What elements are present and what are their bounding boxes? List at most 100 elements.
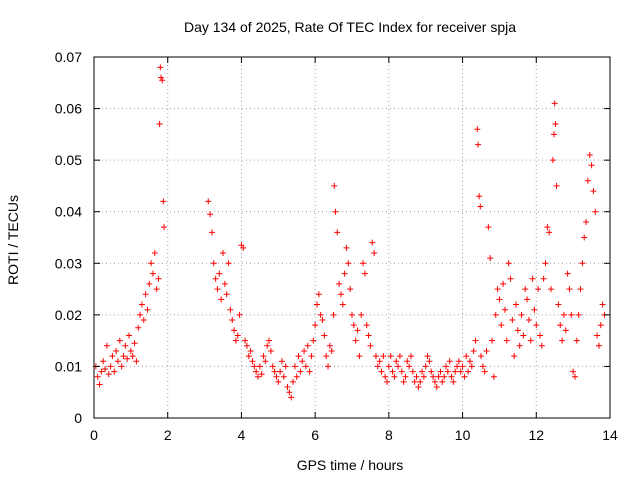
data-point — [430, 373, 437, 380]
data-point — [371, 249, 378, 256]
data-point — [247, 347, 254, 354]
data-point — [457, 368, 464, 375]
data-point — [566, 286, 573, 293]
data-point — [299, 358, 306, 365]
data-point — [382, 373, 389, 380]
data-point — [138, 301, 145, 308]
data-point — [308, 353, 315, 360]
data-point — [94, 373, 101, 380]
data-point — [479, 363, 486, 370]
data-point — [361, 270, 368, 277]
data-point — [550, 131, 557, 138]
data-point — [319, 317, 326, 324]
data-point — [483, 347, 490, 354]
data-point — [109, 353, 116, 360]
data-point — [540, 275, 547, 282]
data-point — [277, 368, 284, 375]
data-point — [251, 363, 258, 370]
data-point — [507, 275, 514, 282]
data-point — [415, 384, 422, 391]
data-point — [422, 363, 429, 370]
x-tick-label: 14 — [602, 427, 618, 443]
data-point — [454, 363, 461, 370]
data-point — [437, 368, 444, 375]
data-point — [511, 353, 518, 360]
data-point — [336, 280, 343, 287]
data-point — [155, 275, 162, 282]
data-point — [426, 358, 433, 365]
data-point — [441, 373, 448, 380]
data-point — [208, 229, 215, 236]
data-point — [455, 358, 462, 365]
data-point — [518, 311, 525, 318]
data-point — [129, 353, 136, 360]
data-point — [544, 224, 551, 231]
data-point — [266, 337, 273, 344]
data-point — [127, 347, 134, 354]
data-point — [290, 378, 297, 385]
data-point — [516, 342, 523, 349]
data-point — [321, 332, 328, 339]
x-tick-label: 2 — [164, 427, 172, 443]
data-point — [485, 224, 492, 231]
data-point — [570, 368, 577, 375]
x-tick-label: 8 — [385, 427, 393, 443]
data-point — [284, 384, 291, 391]
data-point — [315, 291, 322, 298]
data-point — [492, 311, 499, 318]
data-point — [146, 280, 153, 287]
data-point — [153, 286, 160, 293]
data-point — [481, 368, 488, 375]
data-point — [448, 373, 455, 380]
data-point — [472, 337, 479, 344]
data-point — [339, 301, 346, 308]
data-point — [116, 337, 123, 344]
data-point — [466, 358, 473, 365]
data-point — [227, 306, 234, 313]
data-point — [114, 358, 121, 365]
data-point — [156, 121, 163, 128]
x-tick-label: 12 — [528, 427, 544, 443]
x-tick-label: 6 — [311, 427, 319, 443]
data-point — [393, 358, 400, 365]
data-point — [323, 353, 330, 360]
x-tick-label: 4 — [238, 427, 246, 443]
data-point — [424, 353, 431, 360]
data-point — [568, 311, 575, 318]
data-point — [407, 353, 414, 360]
data-point — [236, 311, 243, 318]
data-point — [330, 311, 337, 318]
data-point — [374, 363, 381, 370]
data-point — [463, 353, 470, 360]
data-point — [98, 368, 105, 375]
data-point — [231, 327, 238, 334]
data-point — [489, 337, 496, 344]
data-point — [337, 291, 344, 298]
data-point — [151, 249, 158, 256]
data-point — [124, 355, 131, 362]
data-point — [474, 126, 481, 133]
data-point — [111, 368, 118, 375]
data-point — [118, 363, 125, 370]
data-point — [159, 77, 166, 84]
data-point — [542, 260, 549, 267]
y-tick-label: 0.02 — [55, 307, 82, 323]
data-point — [255, 373, 262, 380]
data-point — [478, 353, 484, 360]
data-point — [583, 219, 590, 226]
data-point — [367, 342, 374, 349]
data-point — [376, 358, 383, 365]
data-point — [446, 358, 453, 365]
data-point — [293, 373, 300, 380]
data-point — [107, 363, 114, 370]
data-point — [158, 74, 165, 81]
data-point — [291, 363, 298, 370]
data-point — [295, 353, 302, 360]
data-point — [536, 332, 543, 339]
data-point — [243, 342, 250, 349]
data-point — [341, 270, 348, 277]
data-point — [398, 368, 405, 375]
data-point — [354, 327, 361, 334]
data-point — [210, 260, 217, 267]
